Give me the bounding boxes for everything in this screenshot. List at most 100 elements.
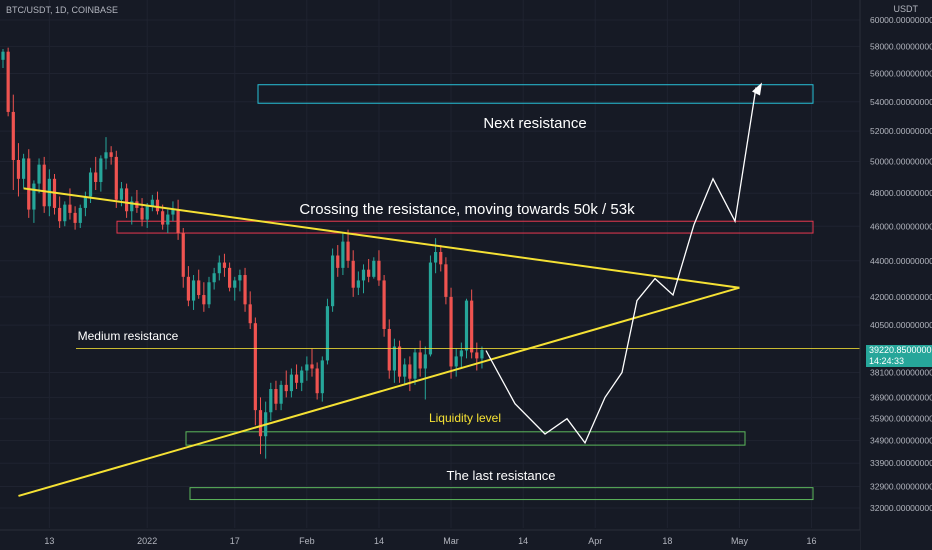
ascending-trendline: [18, 286, 740, 497]
candle-body: [1, 51, 5, 60]
annotation-next-resistance: Next resistance: [483, 115, 586, 132]
y-tick-label: 56000.00000000: [870, 69, 932, 79]
candle-body: [191, 280, 196, 301]
candle-body: [392, 346, 396, 371]
candle-body: [197, 280, 201, 296]
candle-body: [341, 241, 345, 268]
candle-body: [418, 352, 422, 369]
candle-body: [155, 199, 160, 212]
candle-body: [16, 159, 21, 179]
candle-body: [94, 172, 98, 182]
bar-countdown: 14:24:33: [869, 356, 905, 366]
candle-body: [269, 389, 273, 413]
candle-body: [464, 300, 469, 351]
y-tick-label: 35900.00000000: [870, 414, 932, 424]
x-axis-bg: [0, 530, 860, 550]
symbol-label[interactable]: BTC/USDT, 1D, COINBASE: [6, 5, 119, 15]
candle-body: [78, 207, 82, 223]
candle-body: [403, 364, 407, 377]
candle-body: [73, 212, 77, 223]
candle-body: [217, 262, 221, 274]
candle-body: [439, 252, 443, 265]
candle-body: [387, 328, 391, 371]
candle-body: [150, 199, 154, 207]
x-tick-label: Feb: [299, 536, 315, 546]
candle-body: [315, 368, 319, 394]
candle-body: [42, 164, 46, 207]
candle-body: [300, 370, 304, 383]
candle-body: [351, 260, 355, 288]
x-tick-label: 14: [518, 536, 528, 546]
candle-body: [279, 384, 283, 404]
axis-unit-label: USDT: [893, 4, 919, 14]
y-tick-label: 36900.00000000: [870, 392, 932, 402]
x-tick-label: May: [731, 536, 749, 546]
candle-body: [37, 164, 41, 184]
candle-body: [58, 207, 62, 222]
candle-body: [22, 158, 26, 179]
candle-body: [119, 188, 124, 200]
candle-body: [377, 260, 381, 281]
candle-body: [408, 364, 412, 379]
candle-body: [63, 204, 67, 222]
y-tick-label: 54000.00000000: [870, 97, 932, 107]
candle-body: [114, 156, 118, 200]
candle-body: [284, 384, 288, 392]
x-tick-label: 16: [807, 536, 817, 546]
candle-body: [68, 204, 72, 213]
annotation-medium-resistance: Medium resistance: [78, 329, 179, 343]
candle-body: [32, 183, 36, 210]
candle-body: [305, 364, 309, 371]
candle-body: [11, 111, 15, 160]
candle-body: [253, 323, 257, 411]
x-tick-label: Apr: [588, 536, 602, 546]
candle-body: [294, 374, 299, 383]
candle-body: [444, 264, 448, 297]
x-tick-label: 14: [374, 536, 384, 546]
candle-body: [372, 260, 376, 277]
y-tick-label: 52000.00000000: [870, 126, 932, 136]
projection-arrowhead: [752, 82, 762, 96]
candle-body: [367, 269, 371, 277]
x-tick-label: 18: [662, 536, 672, 546]
candle-body: [480, 350, 484, 359]
y-tick-label: 50000.00000000: [870, 157, 932, 167]
candle-body: [413, 352, 417, 379]
y-tick-label: 32900.00000000: [870, 481, 932, 491]
candle-body: [397, 346, 402, 377]
candle-body: [449, 296, 453, 367]
candle-body: [361, 269, 366, 281]
liquidity-zone: [185, 431, 746, 446]
candle-body: [181, 233, 185, 277]
candle-body: [356, 280, 360, 288]
y-tick-label: 42000.00000000: [870, 292, 932, 302]
candle-body: [202, 295, 206, 305]
candle-body: [228, 267, 232, 288]
candle-body: [325, 306, 330, 361]
candle-body: [145, 206, 149, 220]
candle-body: [243, 275, 247, 305]
candle-body: [171, 209, 175, 215]
candle-body: [289, 374, 293, 392]
candle-body: [382, 280, 386, 329]
candle-body: [207, 282, 211, 305]
candle-body: [140, 207, 144, 220]
candle-body: [109, 152, 113, 157]
candle-body: [233, 280, 237, 288]
candle-body: [248, 304, 252, 324]
candle-body: [212, 273, 216, 283]
y-tick-label: 44000.00000000: [870, 256, 932, 266]
candle-body: [310, 364, 314, 369]
candle-body: [125, 188, 129, 212]
last-price: 39220.85000000: [869, 345, 932, 355]
x-tick-label: Mar: [443, 536, 459, 546]
candle-body: [130, 201, 134, 212]
candle-body: [258, 410, 263, 437]
annotation-crossing: Crossing the resistance, moving towards …: [299, 201, 635, 218]
x-tick-label: 2022: [137, 536, 157, 546]
candle-body: [331, 255, 335, 307]
y-tick-label: 46000.00000000: [870, 221, 932, 231]
candle-body: [88, 172, 93, 197]
